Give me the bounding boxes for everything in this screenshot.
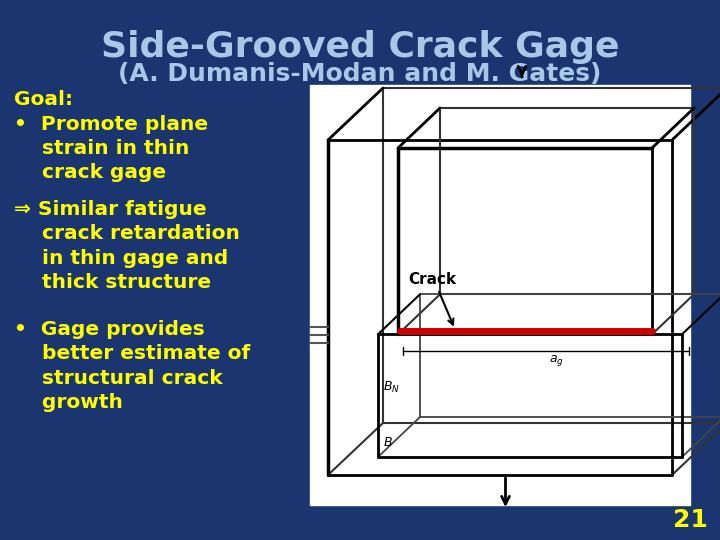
Text: (A. Dumanis-Modan and M. Gates): (A. Dumanis-Modan and M. Gates) xyxy=(118,62,602,86)
Text: 21: 21 xyxy=(673,508,708,532)
Text: $a_g$: $a_g$ xyxy=(549,353,564,368)
Text: Crack: Crack xyxy=(408,272,456,287)
Text: Goal:: Goal: xyxy=(14,90,73,109)
Text: •  Gage provides
    better estimate of
    structural crack
    growth: • Gage provides better estimate of struc… xyxy=(14,320,251,411)
Text: ⇒ Similar fatigue
    crack retardation
    in thin gage and
    thick structure: ⇒ Similar fatigue crack retardation in t… xyxy=(14,200,240,292)
Text: •  Promote plane
    strain in thin
    crack gage: • Promote plane strain in thin crack gag… xyxy=(14,115,208,183)
Bar xyxy=(310,85,690,505)
Text: $B_N$: $B_N$ xyxy=(383,380,400,395)
Text: Side-Grooved Crack Gage: Side-Grooved Crack Gage xyxy=(101,30,619,64)
Text: $B$: $B$ xyxy=(383,435,393,449)
